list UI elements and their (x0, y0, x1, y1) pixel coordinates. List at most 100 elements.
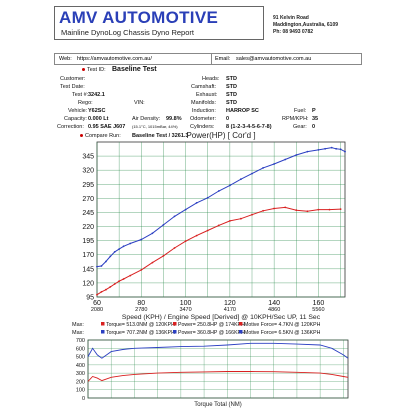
power-data-point (113, 283, 116, 285)
power-data-point (109, 255, 112, 258)
power-data-point (339, 148, 342, 151)
torque-x-axis-label: Torque Total (NM) (194, 402, 242, 408)
x-tick-rpm-label: 3470 (179, 307, 191, 313)
correction-label: Correction: (57, 124, 84, 130)
power-data-point (229, 184, 231, 187)
camshaft-value: STD (226, 84, 237, 90)
email-link[interactable]: sales@amvautomotive.com.au (236, 56, 312, 62)
web-label: Web: (59, 56, 72, 62)
logo-subtitle: Mainline DynoLog Chassis Dyno Report (61, 28, 194, 37)
test-date-label: Test Date: (60, 84, 85, 90)
test-no-value: 3242.1 (88, 92, 105, 98)
power-data-point (195, 202, 198, 204)
induction-label: Induction: (192, 108, 216, 114)
odometer-value: 0 (226, 116, 230, 122)
torque-series-line (87, 371, 349, 382)
max-value: Motive Force= 6.5KN @ 136KPH (244, 330, 321, 336)
power-data-point (306, 150, 309, 153)
max-label: Max: (72, 322, 84, 328)
power-data-point (151, 261, 154, 264)
x-tick-label: 100 (180, 300, 192, 307)
legend-swatch (239, 330, 243, 334)
power-data-point (109, 286, 112, 288)
power-data-point (129, 274, 132, 277)
power-data-point (262, 209, 264, 212)
power-data-point (113, 251, 116, 253)
heads-value: STD (226, 76, 237, 82)
gear-label: Gear: (293, 124, 307, 130)
power-data-point (330, 146, 333, 149)
test-info-panel: Test ID: Baseline Test Customer: Test Da… (54, 66, 362, 139)
max-value: Motive Force= 4.7KN @ 120KPH (244, 322, 321, 328)
power-data-point (100, 265, 103, 267)
y-tick-label: 345 (82, 154, 94, 161)
torque-y-tick-label: 300 (76, 371, 85, 377)
legend-swatch (101, 330, 105, 334)
bullet-icon (82, 68, 85, 72)
phone-line: Ph: 08 9493 0782 (273, 29, 314, 35)
power-data-point (162, 224, 165, 226)
max-value: Torque= 513.0NM @ 120KPH (106, 322, 175, 328)
contact-divider (211, 54, 212, 64)
y-tick-label: 295 (82, 182, 94, 189)
x-tick-rpm-label: 2080 (91, 307, 103, 313)
x-tick-rpm-label: 5560 (312, 307, 324, 313)
torque-y-tick-label: 200 (76, 379, 85, 385)
customer-label: Customer: (60, 76, 86, 82)
power-data-point (295, 209, 298, 212)
power-data-point (229, 220, 231, 222)
y-tick-label: 95 (86, 295, 94, 302)
vin-label: VIN: (134, 100, 145, 106)
fuel-label: Fuel: (294, 108, 307, 114)
torque-y-tick-label: 100 (76, 388, 85, 394)
air-density-value: 99.8% (166, 116, 182, 122)
y-tick-label: 270 (82, 196, 94, 203)
x-tick-rpm-label: 4860 (268, 307, 280, 313)
exhaust-value: STD (226, 92, 237, 98)
x-tick-rpm-label: 4170 (224, 307, 236, 313)
power-data-point (251, 172, 253, 175)
torque-y-tick-label: 400 (76, 363, 85, 369)
torque-y-tick-label: 0 (82, 396, 85, 402)
legend-swatch (173, 330, 177, 334)
y-tick-label: 120 (82, 280, 94, 287)
torque-y-tick-label: 500 (76, 355, 85, 361)
power-data-point (328, 208, 331, 211)
correction-value: 0.95 SAE J607 (88, 124, 126, 130)
test-id-label: Test ID: (82, 67, 106, 73)
power-data-point (240, 217, 242, 220)
gear-value: 0 (312, 124, 316, 130)
bullet-icon (80, 134, 83, 138)
odometer-label: Odometer: (190, 116, 216, 122)
address-line: 91 Kelvin Road (273, 15, 309, 21)
cylinders-value: 8 (1-2-3-4-5-6-7-8) (226, 124, 272, 130)
web-link[interactable]: https://amvautomotive.com.au/ (77, 56, 152, 62)
x-tick-label: 60 (93, 300, 101, 307)
power-data-point (344, 150, 346, 153)
test-id-value: Baseline Test (112, 66, 157, 73)
power-data-point (96, 265, 98, 268)
y-tick-label: 195 (82, 238, 94, 245)
power-data-point (273, 207, 275, 210)
power-data-point (240, 178, 242, 181)
logo-box: AMV AUTOMOTIVE Mainline DynoLog Chassis … (54, 6, 264, 40)
x-tick-rpm-label: 2780 (135, 307, 147, 313)
cylinders-label: Cylinders: (190, 124, 215, 130)
y-tick-label: 170 (82, 252, 94, 259)
power-data-point (206, 196, 209, 199)
power-data-point (324, 147, 326, 150)
torque-series-line (87, 342, 349, 359)
capacity-label: Capacity: (64, 116, 87, 122)
power-data-point (100, 291, 103, 293)
power-data-point (122, 245, 125, 248)
power-data-point (273, 163, 275, 165)
capacity-value: 0.000 Lt (88, 116, 109, 122)
max-value: Power= 250.8HP @ 174KPH (178, 322, 245, 328)
power-data-point (140, 269, 143, 271)
power-data-point (251, 213, 253, 216)
power-data-point (118, 248, 120, 251)
logo-title: AMV AUTOMOTIVE (59, 8, 219, 27)
legend-swatch (101, 322, 105, 326)
power-data-point (295, 154, 298, 156)
y-tick-label: 245 (82, 210, 94, 217)
